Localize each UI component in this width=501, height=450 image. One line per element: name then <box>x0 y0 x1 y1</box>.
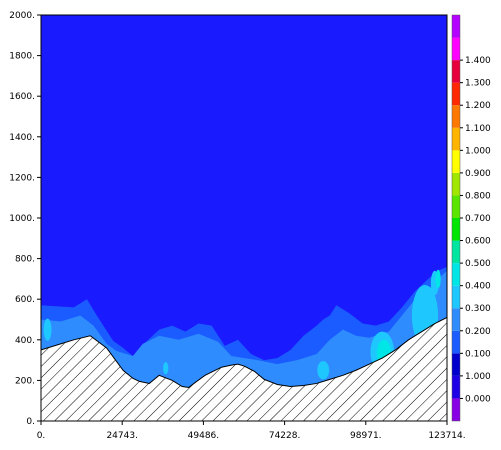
colorbar-swatch <box>452 37 460 61</box>
colorbar-swatch <box>452 105 460 128</box>
colorbar-swatch <box>452 195 460 218</box>
x-tick-label: 74228. <box>269 431 301 441</box>
colorbar-swatch <box>452 240 460 264</box>
x-tick-label: 49486. <box>188 431 220 441</box>
x-tick-label: 24743. <box>106 431 138 441</box>
colorbar-swatch <box>452 150 460 173</box>
colorbar-swatch <box>452 82 460 106</box>
y-tick-label: 1600. <box>9 92 35 102</box>
y-tick-label: 200. <box>15 376 35 386</box>
plot-area <box>41 15 447 421</box>
colorbar-swatch <box>452 127 460 151</box>
y-tick-label: 400. <box>15 336 35 346</box>
y-tick-label: 0. <box>26 417 35 427</box>
colorbar-swatch <box>452 218 460 241</box>
colorbar-label: 0.400 <box>465 282 491 292</box>
y-tick-label: 1400. <box>9 133 35 143</box>
colorbar-swatch <box>452 330 460 354</box>
colorbar-label: 1.300 <box>465 79 491 89</box>
colorbar-label: 0.800 <box>465 191 491 201</box>
colorbar-swatch <box>452 353 460 376</box>
colorbar-label: 0.700 <box>465 214 491 224</box>
colorbar-label: 1.100 <box>465 124 491 134</box>
x-tick-label: 98971. <box>350 431 382 441</box>
y-tick-label: 1000. <box>9 214 35 224</box>
colorbar-swatch <box>452 285 460 309</box>
contour-cell-0.3-1 <box>163 362 169 375</box>
y-tick-label: 800. <box>15 255 35 265</box>
y-tick-label: 600. <box>15 295 35 305</box>
colorbar-swatch <box>452 60 460 83</box>
colorbar-swatch <box>452 172 460 196</box>
colorbar-label: 0.600 <box>465 237 491 247</box>
terrain-profile <box>41 316 447 421</box>
colorbar-swatch <box>452 263 460 286</box>
colorbar-label: 1.000 <box>465 146 491 156</box>
colorbar-label: 1.200 <box>465 101 491 111</box>
colorbar-label: 0.300 <box>465 304 491 314</box>
contour-cell-0.3-0 <box>43 318 52 341</box>
colorbar-swatch <box>452 308 460 331</box>
x-tick-label: 0. <box>37 431 46 441</box>
colorbar-label: 0.500 <box>465 259 491 269</box>
colorbar-label: 0.900 <box>465 169 491 179</box>
colorbar-label: 1.000 <box>465 372 491 382</box>
colorbar-label: 0.100 <box>465 349 491 359</box>
axes: 0. 24743. 49486. 74228. 98971. 123714. 0. 200. 4… <box>9 11 465 441</box>
colorbar-swatch <box>452 15 460 38</box>
y-tick-label: 2000. <box>9 11 35 21</box>
x-tick-label: 123714. <box>428 431 465 441</box>
colorbar-label: 0.200 <box>465 327 491 337</box>
colorbar-swatch <box>452 398 460 421</box>
y-tick-label: 1800. <box>9 52 35 62</box>
colorbar: 0.000 1.000 0.100 0.200 0.300 0.400 0.500 0.600… <box>451 14 491 422</box>
colorbar-label: 0.000 <box>465 394 491 404</box>
colorbar-swatch <box>452 375 460 399</box>
y-tick-label: 1200. <box>9 173 35 183</box>
contour-cell-0.4-1 <box>435 269 441 289</box>
contour-cell-0.3-3 <box>317 361 330 380</box>
colorbar-label: 1.400 <box>465 56 491 66</box>
